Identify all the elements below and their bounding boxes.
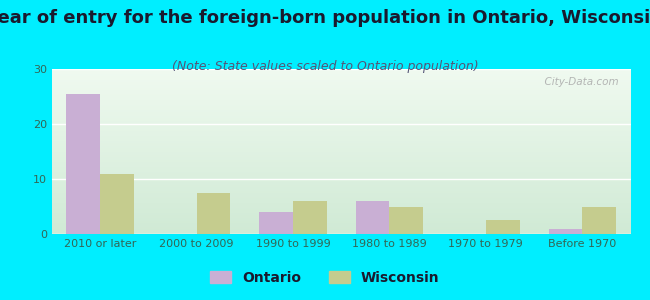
- Bar: [196, 193, 230, 234]
- Bar: [549, 229, 582, 234]
- Text: Year of entry for the foreign-born population in Ontario, Wisconsin: Year of entry for the foreign-born popul…: [0, 9, 650, 27]
- Legend: Ontario, Wisconsin: Ontario, Wisconsin: [205, 265, 445, 290]
- Bar: [293, 201, 327, 234]
- Bar: [259, 212, 293, 234]
- Bar: [389, 206, 423, 234]
- Text: (Note: State values scaled to Ontario population): (Note: State values scaled to Ontario po…: [172, 60, 478, 73]
- Bar: [100, 173, 134, 234]
- Bar: [582, 206, 616, 234]
- Bar: [356, 201, 389, 234]
- Bar: [486, 220, 519, 234]
- Text: City-Data.com: City-Data.com: [538, 77, 619, 87]
- Bar: [66, 94, 100, 234]
